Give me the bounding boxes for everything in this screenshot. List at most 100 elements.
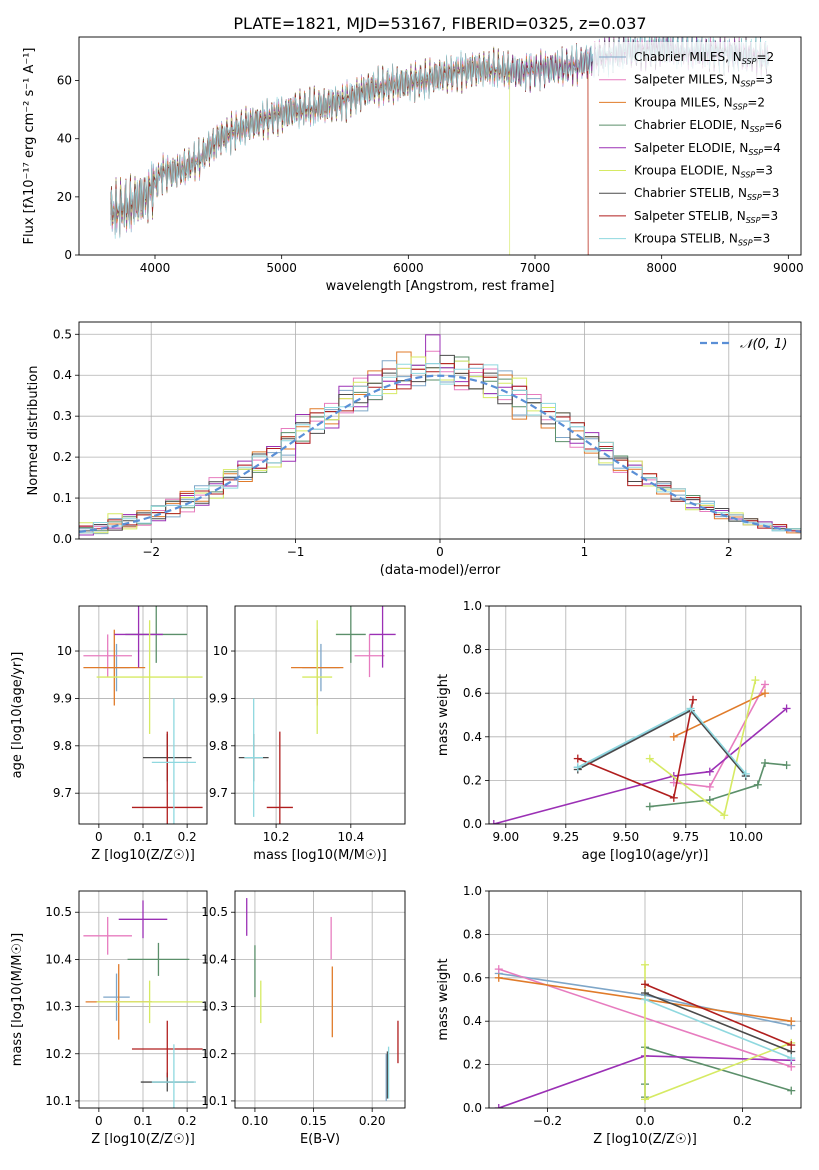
errorbar-kroupa_elodie: [96, 980, 203, 1024]
y-tick-label: 9.7: [209, 786, 228, 800]
legend-label: Kroupa STELIB, N: [634, 232, 738, 246]
weight-line-kroupa_stelib: [644, 998, 792, 1059]
y-tick-label: 10.2: [45, 1047, 72, 1061]
legend-value: =2: [756, 50, 774, 64]
legend-value: =3: [762, 186, 780, 200]
legend-subscript: SSP: [750, 125, 765, 134]
x-tick-label: 4000: [140, 261, 171, 275]
errorbar-salpeter_stelib: [131, 731, 203, 824]
x-tick-label: 0.1: [133, 1114, 152, 1128]
weight-marker-salpeter_elodie: [489, 820, 498, 824]
axes-frame: [78, 890, 208, 1109]
y-axis-label: age [log10(age/yr)]: [10, 652, 25, 779]
errorbar-salpeter_miles: [83, 634, 132, 678]
legend-label: Salpeter ELODIE, N: [634, 141, 748, 155]
legend-subscript: SSP: [747, 193, 762, 202]
spectrum-line-kroupa_elodie: [110, 46, 511, 255]
y-tick-label: 10: [57, 644, 72, 658]
x-tick-label: 0: [95, 830, 103, 844]
weight-marker-salpeter_stelib: [689, 695, 697, 704]
weight-line-salpeter_elodie: [493, 707, 788, 824]
x-tick-label: 9000: [773, 261, 804, 275]
y-tick-label: 10.3: [45, 1000, 72, 1014]
errorbar-salpeter_stelib: [131, 1020, 203, 1078]
legend-entry-kroupa_miles: Kroupa MILES, NSSP=2: [634, 95, 765, 111]
x-tick-label: 6000: [393, 261, 424, 275]
errorbar-chabrier_elodie: [127, 942, 190, 976]
x-tick-label: 9.75: [672, 830, 699, 844]
legend-label: Salpeter STELIB, N: [634, 209, 746, 223]
x-tick-label: 0.10: [242, 1114, 269, 1128]
weight-marker-kroupa_elodie: [720, 811, 729, 820]
errorbar-salpeter_elodie: [114, 606, 163, 668]
x-tick-label: 0.0: [635, 1114, 654, 1128]
errorbar-salpeter_miles: [83, 916, 132, 955]
y-tick-label: 9.9: [53, 691, 72, 705]
weight-marker-kroupa_miles: [669, 732, 678, 741]
weight-marker-kroupa_elodie: [641, 960, 649, 969]
weight-line-chabrier_elodie: [649, 762, 787, 808]
y-tick-label: 9.8: [53, 739, 72, 753]
mass_vs_Z-panel: 0 0.1 0.2 10.1 10.2 10.3 10.4 10.5 Z [log10(Z/Z☉…: [10, 890, 208, 1147]
x-axis-label: Z [log10(Z/Z☉)]: [593, 1132, 697, 1147]
errorbar-kroupa_elodie: [302, 620, 333, 734]
y-tick-label: 10.5: [45, 905, 72, 919]
axes-frame: [78, 36, 802, 256]
x-tick-label: −1: [287, 545, 305, 559]
errorbar-kroupa_elodie: [96, 620, 203, 734]
y-tick-label: 0.0: [53, 532, 72, 546]
weight-marker-kroupa_stelib: [787, 1054, 796, 1063]
y-tick-label: 0.1: [53, 491, 72, 505]
x-tick-label: 0: [95, 1114, 103, 1128]
y-tick-label: 10.5: [201, 905, 228, 919]
y-tick-label: 10.2: [201, 1047, 228, 1061]
legend-value: =3: [760, 209, 778, 223]
x-tick-label: 1: [581, 545, 589, 559]
y-axis-label: Normed distribution: [26, 366, 41, 496]
y-tick-label: 0.3: [53, 409, 72, 423]
errorbar-chabrier_miles: [103, 973, 130, 1021]
charts-container: 4000 5000 6000 7000 8000 90000204060wavelengt…: [10, 36, 804, 1147]
legend-entry-salpeter_miles: Salpeter MILES, NSSP=3: [634, 73, 773, 89]
y-tick-label: 1.0: [463, 884, 482, 898]
y-tick-label: 0.6: [463, 971, 482, 985]
y-axis-label: mass weight: [436, 674, 451, 756]
x-tick-label: 8000: [646, 261, 677, 275]
weight-marker-salpeter_miles: [494, 965, 503, 974]
y-axis-label: mass weight: [436, 958, 451, 1040]
weight-marker-chabrier_elodie: [787, 1086, 796, 1095]
y-tick-label: 1.0: [463, 599, 482, 613]
weight-marker-kroupa_elodie: [751, 676, 760, 685]
x-tick-label: 0.2: [178, 830, 197, 844]
weight-line-kroupa_elodie: [644, 964, 792, 1101]
legend-entry-chabrier_miles: Chabrier MILES, NSSP=2: [634, 50, 774, 66]
y-tick-label: 40: [57, 132, 72, 146]
weight-marker-salpeter_stelib: [641, 980, 649, 989]
legend-value: =3: [755, 73, 773, 87]
y-tick-label: 10.3: [201, 1000, 228, 1014]
x-tick-label: 0.1: [133, 830, 152, 844]
weight-marker-kroupa_stelib: [573, 763, 582, 772]
errorbar-salpeter_elodie: [118, 900, 168, 939]
legend-subscript: SSP: [746, 216, 761, 225]
x-tick-label: 10.2: [263, 830, 290, 844]
weight-marker-kroupa_miles: [761, 689, 769, 698]
spectrum-panel: 4000 5000 6000 7000 8000 9000 0 20 40 60 wavelengt…: [22, 36, 804, 294]
weight_vs_age-panel: 9.00 9.25 9.50 9.75 10.00 0.0 0.2 0.4 0.6 0.8 1.0 a…: [436, 599, 802, 863]
y-tick-label: 10.1: [201, 1094, 228, 1108]
age_vs_Z-panel: 0 0.1 0.2 9.7 9.8 9.9 10 Z [log10(Z/Z☉)] age [lo…: [10, 605, 208, 863]
y-tick-label: 9.8: [209, 739, 228, 753]
errorbar-chabrier_elodie: [335, 606, 366, 663]
errorbar-kroupa_stelib: [151, 698, 196, 824]
y-tick-label: 9.9: [209, 691, 228, 705]
legend-entry-chabrier_elodie: Chabrier ELODIE, NSSP=6: [634, 118, 782, 134]
weight-marker-salpeter_elodie: [705, 767, 714, 776]
x-tick-label: 5000: [266, 261, 297, 275]
legend-subscript: SSP: [738, 239, 753, 248]
weight-marker-salpeter_stelib: [787, 1041, 796, 1050]
weight-marker-salpeter_stelib: [669, 793, 678, 802]
y-tick-label: 60: [57, 74, 72, 88]
legend-subscript: SSP: [748, 148, 763, 157]
x-tick-label: 2: [725, 545, 733, 559]
y-tick-label: 10: [213, 644, 228, 658]
